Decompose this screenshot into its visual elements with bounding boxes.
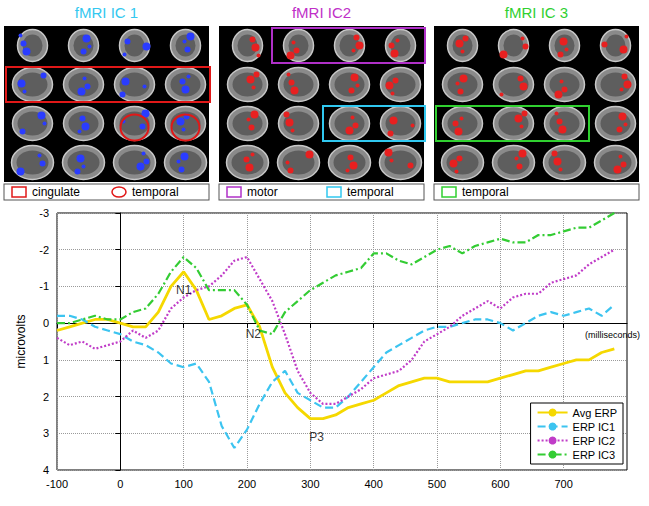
svg-text:1: 1 (43, 354, 49, 366)
svg-text:400: 400 (364, 478, 382, 490)
svg-text:600: 600 (491, 478, 509, 490)
svg-text:200: 200 (238, 478, 256, 490)
svg-text:temporal: temporal (462, 185, 509, 199)
svg-text:temporal: temporal (347, 185, 394, 199)
svg-text:4: 4 (43, 464, 49, 476)
svg-text:0: 0 (43, 317, 49, 329)
svg-text:-1: -1 (39, 280, 49, 292)
svg-text:fMRI IC 3: fMRI IC 3 (505, 4, 568, 21)
svg-text:N2: N2 (246, 327, 262, 341)
svg-text:P3: P3 (309, 430, 324, 444)
svg-text:300: 300 (301, 478, 319, 490)
svg-text:(milliseconds): (milliseconds) (585, 330, 640, 340)
svg-text:3: 3 (43, 427, 49, 439)
svg-text:-2: -2 (39, 244, 49, 256)
svg-text:2: 2 (43, 391, 49, 403)
svg-text:100: 100 (174, 478, 192, 490)
svg-text:ERP IC3: ERP IC3 (573, 449, 616, 461)
svg-text:0: 0 (117, 478, 123, 490)
svg-text:N1: N1 (176, 283, 192, 297)
svg-text:fMRI IC 1: fMRI IC 1 (75, 4, 138, 21)
svg-text:-3: -3 (39, 207, 49, 219)
svg-text:700: 700 (554, 478, 572, 490)
svg-text:fMRI IC2: fMRI IC2 (292, 4, 351, 21)
svg-text:cingulate: cingulate (32, 185, 80, 199)
svg-text:temporal: temporal (132, 185, 179, 199)
svg-text:-100: -100 (46, 478, 68, 490)
svg-text:500: 500 (428, 478, 446, 490)
svg-text:motor: motor (247, 185, 278, 199)
svg-text:ERP IC1: ERP IC1 (573, 421, 616, 433)
svg-text:ERP IC2: ERP IC2 (573, 435, 616, 447)
svg-text:microvolts: microvolts (14, 314, 28, 368)
svg-text:Avg ERP: Avg ERP (573, 407, 617, 419)
